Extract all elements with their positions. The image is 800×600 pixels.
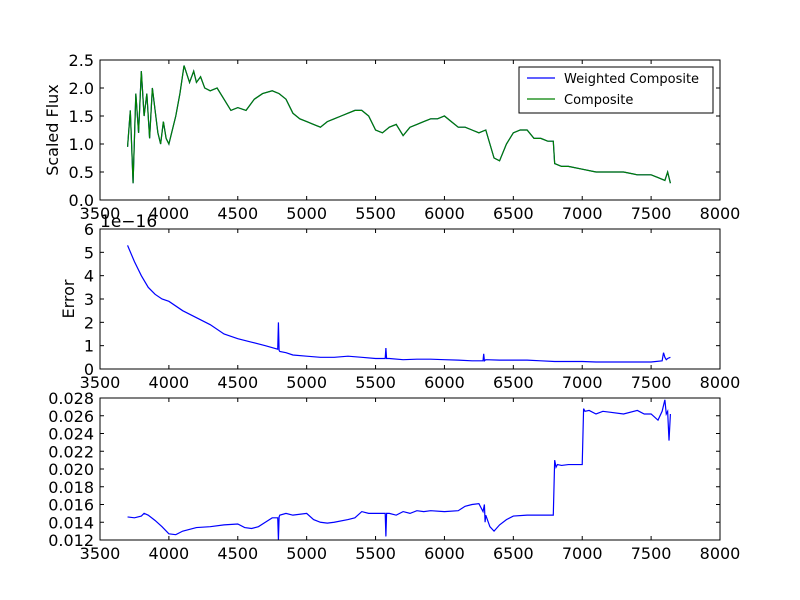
y-tick-label: 0.022 [48,442,94,461]
y-tick-label: 2.0 [69,79,94,98]
x-tick-label: 3500 [80,373,121,392]
y-tick-label: 0.5 [69,163,94,182]
x-tick-label: 7000 [562,204,603,223]
x-tick-label: 7500 [631,544,672,563]
x-tick-label: 4500 [217,204,258,223]
legend-box [518,66,714,114]
x-tick-label: 5500 [355,373,396,392]
chart-panel-2: 3500 4000 4500 5000 5500 6000 6500 7000 7500 8000… [59,212,740,392]
x-tick-label: 6000 [424,373,465,392]
plot-frame [99,397,721,541]
x-tick-label: 6500 [493,544,534,563]
y-tick-label: 2 [84,313,94,332]
legend: Weighted Composite Composite [518,66,714,114]
series-line-composite [126,65,671,184]
x-tick-label: 7500 [631,373,672,392]
series-line-series-1 [127,245,671,363]
legend-label: Weighted Composite [564,72,699,87]
y-axis-label: Error [59,279,78,318]
y-tick-label: 0.024 [48,425,94,444]
x-tick-label: 3500 [80,544,121,563]
x-tick-label: 4000 [149,544,190,563]
legend-label: Composite [564,93,633,108]
chart-panel-1: 3500 4000 4500 5000 5500 6000 6500 7000 7500 8000… [43,51,740,223]
y-tick-label: 1.0 [69,135,94,154]
x-tick-label: 8000 [700,204,741,223]
y-tick-label: 4 [84,267,94,286]
x-tick-label: 5000 [286,544,327,563]
x-tick-label: 6500 [493,204,534,223]
x-tick-label: 8000 [700,373,741,392]
x-tick-label: 4500 [217,544,258,563]
x-tick-label: 5000 [286,204,327,223]
y-tick-label: 2.5 [69,51,94,70]
plot-frame [99,228,721,370]
x-tick-label: 4500 [217,373,258,392]
x-tick-label: 7000 [562,544,603,563]
y-tick-label: 6 [84,220,94,239]
x-tick-label: 7000 [562,373,603,392]
plot-frame [99,59,721,201]
x-tick-label: 7500 [631,204,672,223]
y-tick-label: 0.014 [48,513,94,532]
x-tick-label: 6500 [493,373,534,392]
y-tick-label: 0.020 [48,460,94,479]
y-tick-label: 0.026 [48,407,94,426]
y-tick-label: 0.018 [48,478,94,497]
y-tick-label: 0.012 [48,531,94,550]
y-tick-label: 0.016 [48,496,94,515]
y-tick-label: 1 [84,337,94,356]
chart-panel-3: 3500 4000 4500 5000 5500 6000 6500 7000 7500 8000… [48,389,740,563]
y-offset-text: 1e−16 [100,212,157,232]
series-line-series-1 [127,399,671,540]
x-tick-label: 4000 [149,373,190,392]
x-tick-label: 5500 [355,204,396,223]
x-tick-label: 5000 [286,373,327,392]
x-tick-label: 6000 [424,544,465,563]
y-tick-label: 5 [84,243,94,262]
y-tick-label: 0 [84,360,94,379]
x-tick-label: 5500 [355,544,396,563]
x-tick-label: 8000 [700,544,741,563]
x-tick-label: 6000 [424,204,465,223]
y-tick-label: 0.028 [48,389,94,408]
x-tick-label: 3500 [80,204,121,223]
y-tick-label: 0.0 [69,191,94,210]
y-tick-label: 1.5 [69,107,94,126]
x-tick-label: 4000 [149,204,190,223]
y-tick-label: 3 [84,290,94,309]
y-axis-label: Scaled Flux [43,84,62,176]
